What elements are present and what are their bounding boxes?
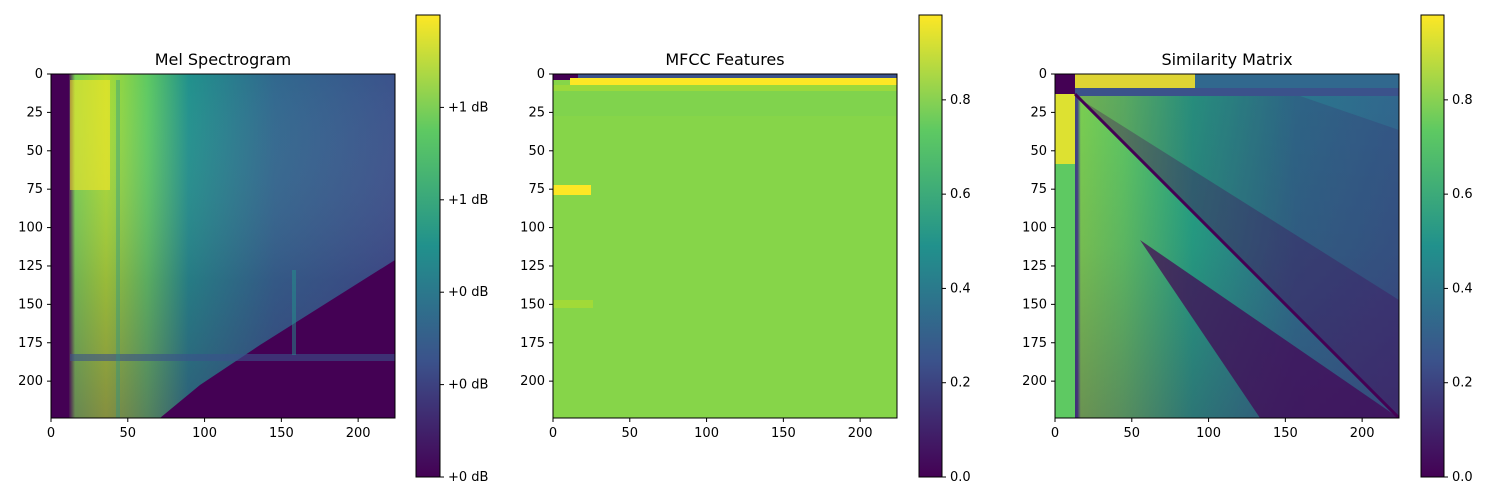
y-tick-label: 125	[1022, 259, 1047, 274]
y-tick-label: 75	[528, 182, 545, 197]
y-tick-label: 100	[520, 221, 545, 236]
colorbar: 0.0 0.2 0.4 0.6 0.8	[918, 14, 971, 485]
x-axis: 0 50 100 150 200	[549, 418, 873, 441]
y-tick-label: 25	[26, 105, 43, 120]
colorbar: +0 dB +0 dB +0 dB +1 dB +1 dB	[415, 14, 488, 485]
x-tick-label: 150	[1273, 426, 1298, 441]
y-tick-label: 25	[528, 105, 545, 120]
x-tick-label: 200	[346, 426, 371, 441]
x-tick-label: 100	[694, 426, 719, 441]
y-tick-label: 200	[18, 374, 43, 389]
colorbar-tick-label: 0.8	[950, 93, 971, 108]
colorbar-tick-label: +1 dB	[448, 193, 488, 208]
colorbar-tick-label: 0.4	[950, 281, 971, 296]
colorbar-tick-label: 0.2	[950, 376, 971, 391]
y-tick-label: 0	[537, 67, 545, 82]
colorbar-tick-label: +0 dB	[448, 470, 488, 485]
x-tick-label: 200	[848, 426, 873, 441]
y-axis: 0 25 50 75 100 125 150 175 200	[520, 67, 553, 389]
y-tick-label: 150	[18, 297, 43, 312]
x-tick-label: 0	[47, 426, 55, 441]
chart-title: MFCC Features	[665, 50, 784, 69]
y-tick-label: 200	[1022, 374, 1047, 389]
x-tick-label: 50	[120, 426, 137, 441]
panel-mel-spectrogram: Mel Spectrogram 0 50 100 150 200 0 25 50 75 100 1…	[18, 14, 488, 485]
heatmap-image	[51, 74, 395, 418]
y-tick-label: 50	[26, 144, 43, 159]
y-tick-label: 25	[1030, 105, 1047, 120]
chart-title: Mel Spectrogram	[155, 50, 292, 69]
y-tick-label: 175	[1022, 336, 1047, 351]
x-axis: 0 50 100 150 200	[47, 418, 371, 441]
colorbar-tick-label: +0 dB	[448, 378, 488, 393]
y-tick-label: 100	[1022, 221, 1047, 236]
colorbar-tick-label: 0.8	[1452, 93, 1473, 108]
x-tick-label: 100	[1196, 426, 1221, 441]
y-tick-label: 125	[18, 259, 43, 274]
y-tick-label: 150	[1022, 297, 1047, 312]
panel-similarity-matrix: Similarity Matrix 0 50 100 150 200 0 25 50 75 10…	[1022, 14, 1473, 485]
x-tick-label: 0	[549, 426, 557, 441]
colorbar: 0.0 0.2 0.4 0.6 0.8	[1420, 14, 1473, 485]
colorbar-tick-label: 0.4	[1452, 281, 1473, 296]
colorbar-tick-label: 0.2	[1452, 376, 1473, 391]
y-tick-label: 200	[520, 374, 545, 389]
colorbar-tick-label: 0.6	[950, 187, 971, 202]
x-axis: 0 50 100 150 200	[1051, 418, 1375, 441]
colorbar-tick-label: 0.6	[1452, 187, 1473, 202]
y-tick-label: 175	[520, 336, 545, 351]
y-tick-label: 75	[1030, 182, 1047, 197]
y-tick-label: 150	[520, 297, 545, 312]
colorbar-tick-label: 0.0	[950, 470, 971, 485]
y-tick-label: 175	[18, 336, 43, 351]
x-tick-label: 50	[1124, 426, 1141, 441]
x-tick-label: 200	[1350, 426, 1375, 441]
x-tick-label: 100	[192, 426, 217, 441]
heatmap-image	[1055, 74, 1399, 418]
chart-title: Similarity Matrix	[1161, 50, 1292, 69]
x-tick-label: 150	[269, 426, 294, 441]
y-tick-label: 125	[520, 259, 545, 274]
panel-mfcc-features: MFCC Features 0 50 100 150 200 0 25 50 75 100 125…	[520, 14, 971, 485]
colorbar-tick-label: 0.0	[1452, 470, 1473, 485]
y-tick-label: 100	[18, 221, 43, 236]
x-tick-label: 50	[622, 426, 639, 441]
y-tick-label: 50	[528, 144, 545, 159]
y-tick-label: 0	[35, 67, 43, 82]
y-tick-label: 50	[1030, 144, 1047, 159]
heatmap-image	[553, 74, 897, 418]
y-tick-label: 0	[1039, 67, 1047, 82]
colorbar-tick-label: +0 dB	[448, 285, 488, 300]
y-axis: 0 25 50 75 100 125 150 175 200	[1022, 67, 1055, 389]
y-tick-label: 75	[26, 182, 43, 197]
colorbar-tick-label: +1 dB	[448, 100, 488, 115]
x-tick-label: 0	[1051, 426, 1059, 441]
y-axis: 0 25 50 75 100 125 150 175 200	[18, 67, 51, 389]
x-tick-label: 150	[771, 426, 796, 441]
